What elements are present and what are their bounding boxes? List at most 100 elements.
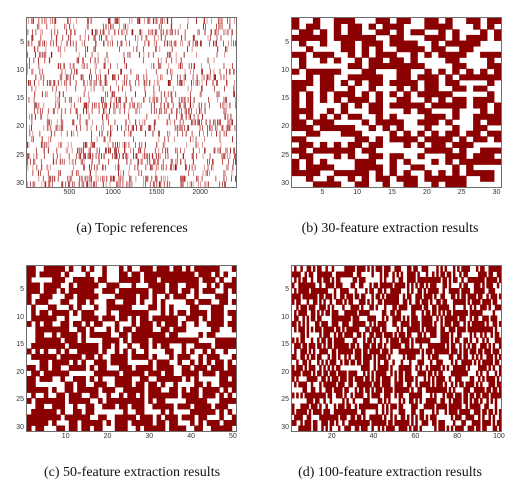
heatmap-cell: [369, 315, 372, 322]
heatmap-cell: [496, 376, 500, 382]
heatmap-cell: [64, 370, 70, 377]
heatmap-cell: [160, 392, 166, 399]
heatmap-cell: [96, 164, 98, 171]
heatmap-cell: [469, 359, 473, 366]
heatmap-cell: [105, 181, 107, 187]
heatmap-cell: [139, 403, 145, 410]
heatmap-cell: [375, 387, 379, 393]
heatmap-cell: [333, 91, 342, 98]
heatmap-cell: [434, 332, 437, 338]
heatmap-cell: [188, 63, 190, 69]
heatmap-cell: [108, 23, 109, 30]
heatmap-cell: [169, 321, 174, 327]
heatmap-cell: [181, 348, 187, 355]
heatmap-cell: [231, 34, 232, 41]
heatmap-cell: [482, 392, 485, 399]
heatmap-cell: [68, 425, 74, 431]
heatmap-cell: [308, 414, 312, 421]
heatmap-cell: [234, 153, 235, 160]
heatmap-cell: [367, 365, 370, 371]
heatmap-cell: [206, 282, 212, 289]
heatmap-cell: [223, 175, 225, 182]
heatmap-cell: [445, 74, 453, 81]
heatmap-cell: [312, 293, 316, 300]
heatmap-cell: [181, 293, 187, 300]
heatmap-cell: [54, 23, 56, 30]
heatmap-cell: [43, 409, 49, 415]
heatmap-cell: [402, 315, 406, 322]
heatmap-cell: [218, 29, 219, 36]
heatmap-cell: [160, 359, 166, 366]
heatmap-cell: [471, 376, 475, 382]
heatmap-cell: [363, 266, 366, 272]
heatmap-cell: [185, 337, 191, 344]
heatmap-cell: [98, 153, 99, 160]
heatmap-cell: [352, 310, 356, 316]
heatmap-cell: [139, 321, 145, 327]
heatmap-cell: [434, 348, 437, 355]
heatmap-cell: [375, 136, 383, 143]
heatmap-cell: [234, 147, 235, 154]
heatmap-cell: [386, 387, 389, 393]
heatmap-cell: [402, 387, 406, 393]
heatmap-cell: [337, 277, 341, 283]
heatmap-cell: [64, 354, 70, 360]
heatmap-cell: [383, 370, 387, 377]
heatmap-cell: [85, 293, 91, 300]
heatmap-cell: [125, 96, 127, 103]
heatmap-cell: [41, 18, 43, 24]
heatmap-cell: [465, 288, 468, 294]
heatmap-cell: [103, 40, 104, 47]
heatmap-cell: [181, 343, 187, 349]
heatmap-cell: [89, 348, 95, 355]
heatmap-cell: [490, 332, 494, 338]
heatmap-cell: [434, 354, 437, 360]
heatmap-cell: [381, 420, 385, 426]
heatmap-cell: [473, 403, 477, 410]
heatmap-cell: [350, 299, 354, 305]
heatmap-cell: [354, 348, 358, 355]
heatmap-cell: [498, 337, 501, 344]
heatmap-cell: [224, 153, 226, 160]
heatmap-cell: [438, 51, 446, 58]
heatmap-cell: [173, 266, 178, 272]
heatmap-cell: [421, 321, 425, 327]
heatmap-cell: [306, 299, 310, 305]
heatmap-cell: [403, 96, 411, 103]
heatmap-cell: [215, 321, 220, 327]
heatmap-cell: [424, 74, 432, 81]
heatmap-cell: [411, 343, 414, 349]
heatmap-cell: [60, 403, 66, 410]
heatmap-cell: [77, 348, 82, 355]
heatmap-cell: [32, 34, 34, 41]
heatmap-cell: [469, 332, 473, 338]
heatmap-cell: [181, 288, 187, 294]
heatmap-cell: [135, 403, 141, 410]
heatmap-cell: [76, 108, 78, 115]
heatmap-cell: [148, 425, 153, 431]
heatmap-cell: [52, 304, 57, 311]
heatmap-cell: [292, 102, 300, 109]
heatmap-cell: [190, 96, 192, 103]
heatmap-cell: [398, 398, 402, 404]
heatmap-cell: [432, 271, 435, 278]
heatmap-cell: [39, 376, 45, 382]
heatmap-cell: [452, 288, 456, 294]
heatmap-cell: [84, 102, 86, 109]
heatmap-cell: [210, 348, 216, 355]
heatmap-cell: [54, 29, 56, 36]
heatmap-cell: [354, 409, 358, 415]
heatmap-cell: [452, 29, 460, 36]
heatmap-cell: [224, 181, 225, 187]
heatmap-cell: [60, 310, 66, 316]
heatmap-cell: [148, 359, 153, 366]
heatmap-cell: [323, 304, 326, 311]
heatmap-cell: [153, 40, 155, 47]
heatmap-cell: [327, 414, 331, 421]
heatmap-cell: [473, 288, 477, 294]
heatmap-cell: [494, 359, 498, 366]
heatmap-cell: [308, 282, 312, 289]
heatmap-cell: [184, 175, 186, 182]
heatmap-cell: [41, 108, 43, 115]
heatmap-cell: [139, 337, 145, 344]
